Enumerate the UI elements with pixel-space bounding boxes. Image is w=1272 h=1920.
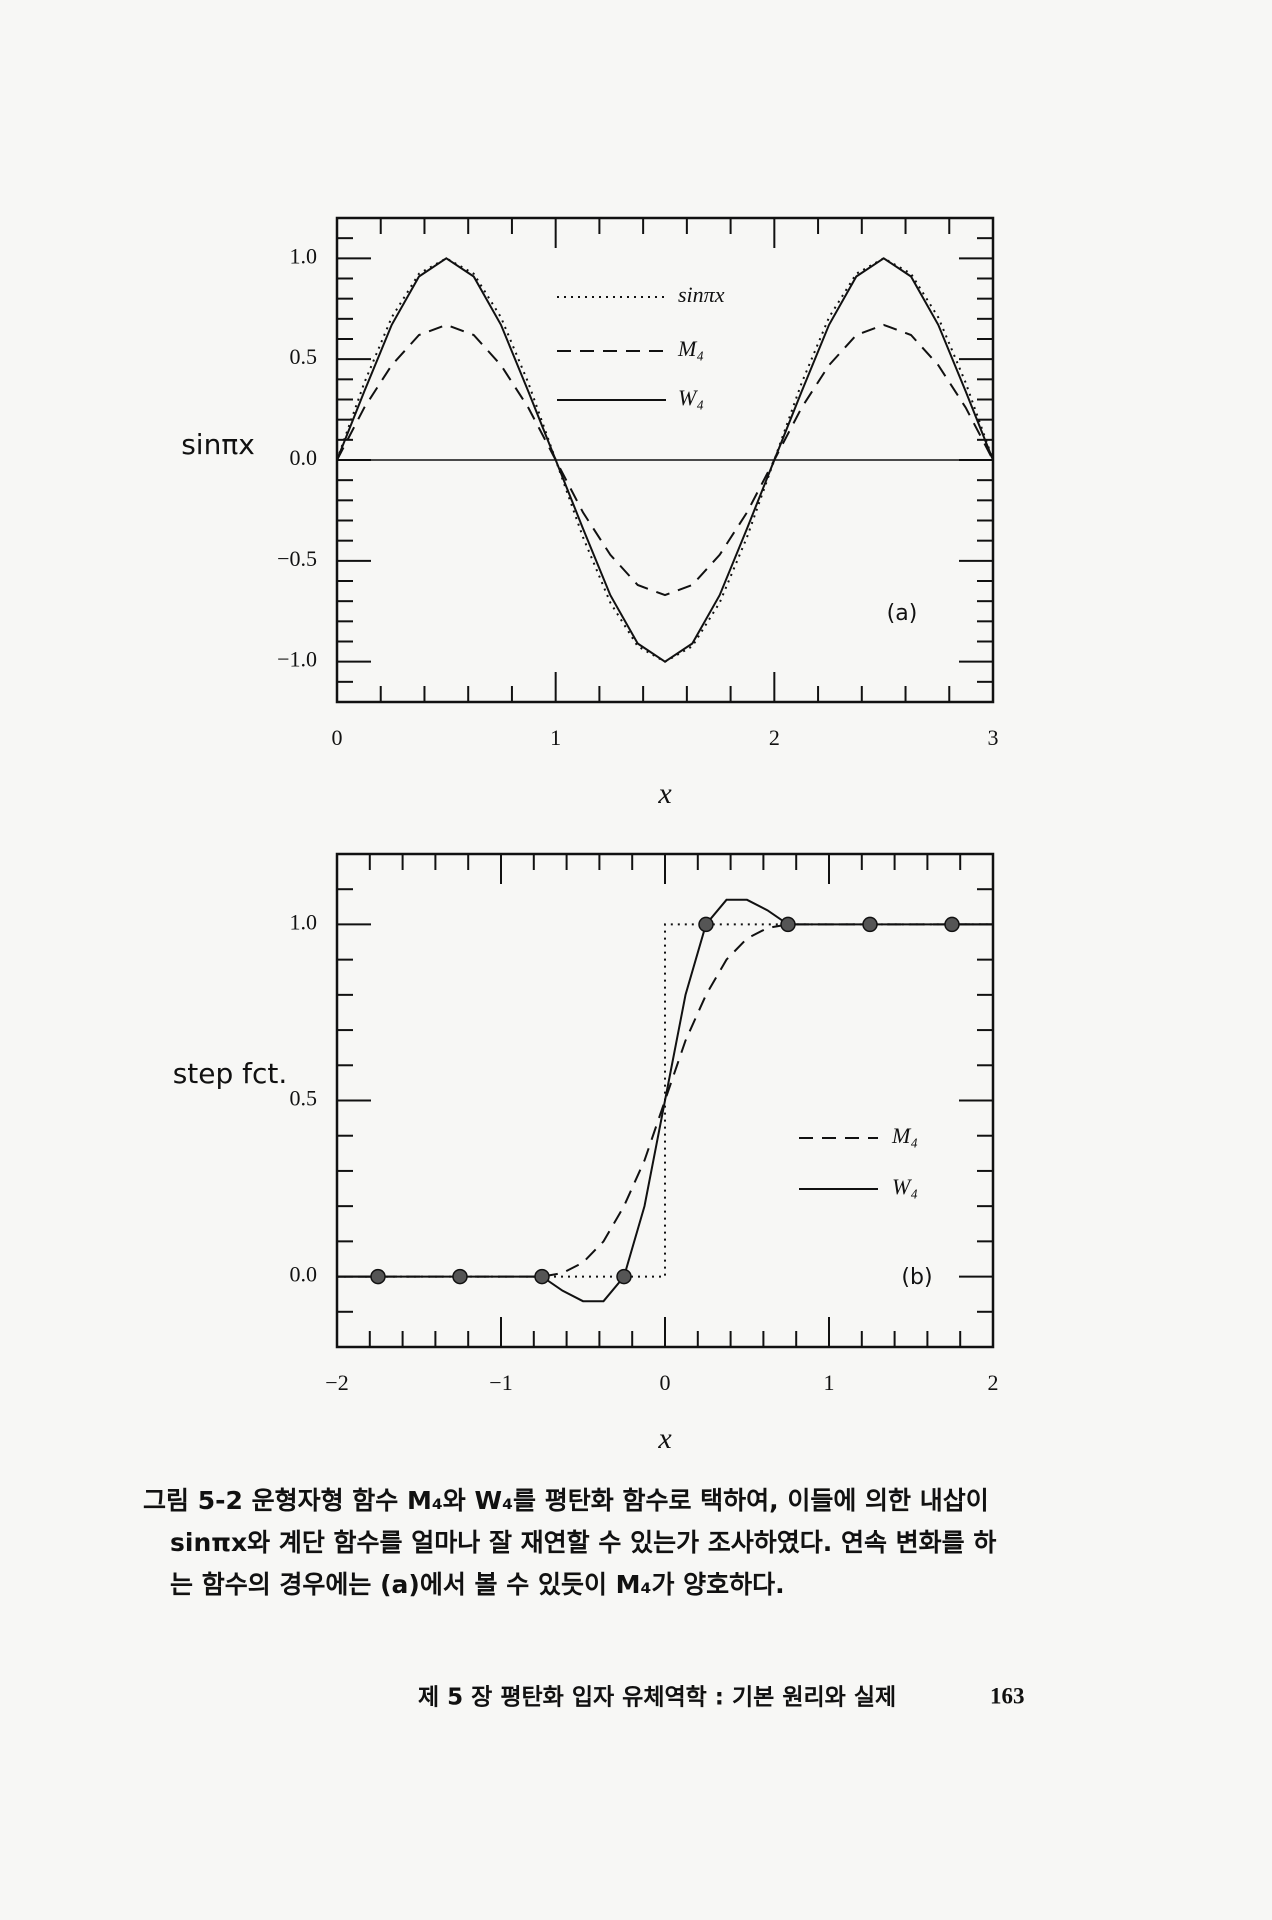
series-line <box>337 923 993 1278</box>
x-tick-label: 3 <box>988 725 999 750</box>
marker <box>370 1268 386 1285</box>
y-tick-label: −1.0 <box>277 647 317 672</box>
y-tick-label: 1.0 <box>290 909 318 934</box>
series-line <box>336 257 994 663</box>
series-line <box>336 323 994 597</box>
legend-label: M₄ <box>891 1123 918 1148</box>
x-tick-label: 1 <box>550 725 561 750</box>
caption-line: 그림 5-2 운형자형 함수 M₄와 W₄를 평탄화 함수로 택하여, 이들에 … <box>143 1486 989 1515</box>
y-tick-label: 0.5 <box>290 1086 318 1111</box>
legend-label: sinπx <box>678 282 725 307</box>
y-axis-label: sinπx <box>181 428 255 461</box>
y-tick-label: 0.0 <box>290 445 318 470</box>
legend-label: W₄ <box>678 385 704 410</box>
marker <box>780 916 796 933</box>
caption-line: sinπx와 계단 함수를 얼마나 잘 재연할 수 있는가 조사하였다. 연속 … <box>170 1528 996 1557</box>
y-tick-label: 0.0 <box>290 1262 318 1287</box>
x-tick-label: 2 <box>988 1370 999 1395</box>
series-line <box>337 898 993 1303</box>
x-axis-label: x <box>657 777 672 810</box>
marker <box>862 916 878 933</box>
x-tick-label: −2 <box>325 1370 348 1395</box>
page-number: 163 <box>990 1683 1025 1708</box>
x-tick-label: −1 <box>489 1370 512 1395</box>
y-axis-label: step fct. <box>173 1057 288 1090</box>
marker <box>698 916 714 933</box>
caption-line: 는 함수의 경우에는 (a)에서 볼 수 있듯이 M₄가 양호하다. <box>170 1570 785 1599</box>
legend-label: W₄ <box>892 1174 918 1199</box>
marker <box>616 1268 632 1285</box>
footer-chapter: 제 5 장 평탄화 입자 유체역학 : 기본 원리와 실제 <box>418 1685 896 1711</box>
legend-label: M₄ <box>677 336 704 361</box>
x-tick-label: 1 <box>824 1370 835 1395</box>
y-tick-label: 1.0 <box>290 243 318 268</box>
y-tick-label: −0.5 <box>277 546 317 571</box>
x-axis-label: x <box>657 1422 672 1455</box>
x-tick-label: 0 <box>660 1370 671 1395</box>
x-tick-label: 0 <box>332 725 343 750</box>
marker <box>944 916 960 933</box>
x-tick-label: 2 <box>769 725 780 750</box>
marker <box>534 1268 550 1285</box>
y-tick-label: 0.5 <box>290 344 318 369</box>
panel-label: (a) <box>887 601 918 626</box>
panel-label: (b) <box>901 1265 932 1290</box>
marker <box>452 1268 468 1285</box>
